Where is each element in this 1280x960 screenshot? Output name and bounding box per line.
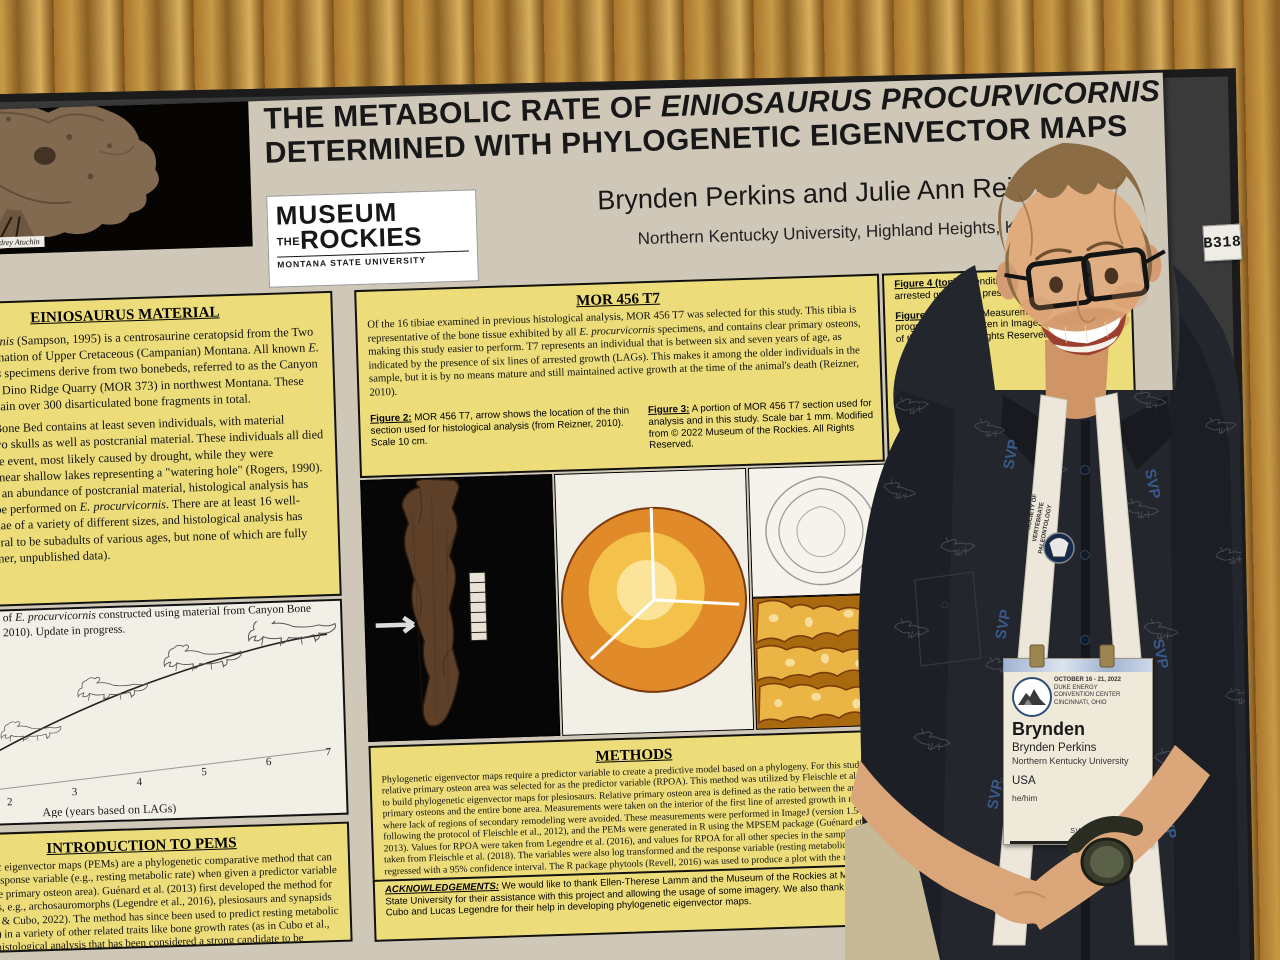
svg-text:7: 7 xyxy=(325,746,331,758)
svg-text:Age (years based on LAGs): Age (years based on LAGs) xyxy=(42,801,176,819)
svg-text:3: 3 xyxy=(72,786,78,798)
svg-text:2: 2 xyxy=(7,796,13,808)
svg-text:4: 4 xyxy=(136,776,142,788)
svg-text:5: 5 xyxy=(201,766,207,778)
svg-text:6: 6 xyxy=(266,756,272,768)
